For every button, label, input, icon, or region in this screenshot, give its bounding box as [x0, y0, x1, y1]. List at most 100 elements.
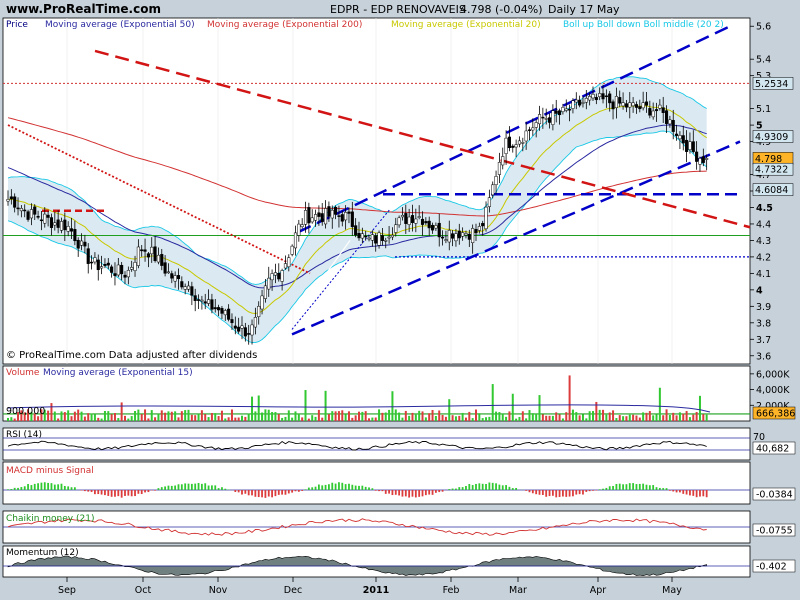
volume-bar [615, 418, 618, 421]
volume-bar [535, 413, 538, 421]
ema200-line [7, 117, 707, 217]
volume-bar [144, 409, 147, 421]
candle-body [467, 233, 471, 240]
x-tick-label: Dec [284, 585, 302, 596]
volume-bar [227, 417, 230, 421]
macd-bar [307, 487, 310, 490]
candle-body [260, 295, 264, 310]
volume-bar [451, 415, 454, 421]
candle-body [387, 236, 391, 239]
candle-body [517, 140, 522, 145]
volume-bar [434, 416, 437, 421]
volume-bar [80, 411, 83, 421]
volume-bar [662, 415, 665, 421]
macd-bar [100, 490, 103, 495]
volume-bar [454, 416, 457, 421]
volume-bar [528, 410, 531, 421]
volume-bar [127, 418, 130, 421]
volume-tick-label: 6,000K [756, 369, 790, 380]
macd-bar [645, 484, 648, 490]
candle-body [150, 246, 154, 255]
volume-bar [501, 414, 504, 421]
price-tick-label: 5.3 [756, 71, 771, 82]
macd-bar [50, 483, 53, 490]
candle-body [491, 184, 495, 196]
volume-bar [511, 393, 514, 421]
macd-bar [284, 490, 287, 495]
volume-bar [618, 415, 621, 421]
macd-bar [431, 490, 434, 495]
volume-bar [628, 414, 631, 421]
candle-body [39, 219, 43, 222]
macd-bar [13, 487, 16, 490]
candle-body [310, 217, 314, 223]
macd-bar [167, 485, 170, 490]
volume-bar [441, 414, 444, 421]
volume-bar [160, 410, 163, 421]
volume-bar [602, 409, 605, 421]
macd-bar [321, 485, 324, 490]
candle-body [36, 215, 40, 218]
candle-body [568, 108, 572, 111]
volume-bar [444, 416, 447, 421]
candle-body [384, 240, 388, 242]
candle-body [110, 266, 114, 273]
macd-bar [612, 485, 614, 490]
volume-bar [374, 417, 377, 421]
volume-bar [294, 411, 297, 421]
volume-bar [464, 417, 467, 421]
macd-bar [652, 485, 655, 490]
candle-body [688, 141, 692, 150]
volume-bar [408, 415, 411, 421]
candle-body [377, 232, 381, 246]
macd-bar [291, 490, 294, 493]
volume-bar [531, 413, 534, 421]
volume-bar [411, 412, 414, 421]
candle-body [320, 213, 324, 223]
volume-bar [53, 411, 56, 421]
macd-value-box [752, 487, 796, 501]
candle-body [541, 116, 545, 119]
downtrend-dashed-line [94, 49, 751, 229]
volume-bar [645, 412, 648, 421]
candle-body [430, 224, 435, 231]
volume-bar [381, 412, 384, 421]
candle-body [441, 236, 445, 239]
volume-bar [7, 417, 9, 421]
volume-bar [304, 390, 307, 421]
candle-body [6, 199, 10, 202]
macd-bar [341, 482, 344, 490]
macd-bar [685, 490, 688, 495]
macd-bar [565, 490, 568, 497]
volume-bar [585, 418, 588, 421]
macd-bar [234, 490, 237, 492]
macd-bar [120, 490, 123, 498]
macd-bar [501, 485, 504, 490]
volume-bar [314, 416, 317, 421]
volume-bar [150, 410, 153, 421]
macd-bar [465, 485, 467, 490]
candle-body [695, 151, 699, 162]
macd-legend: MACD minus Signal [6, 466, 94, 476]
volume-bar [398, 412, 401, 421]
price-tick-label: 4.7 [756, 170, 771, 181]
volume-bar [548, 415, 551, 421]
candle-body [661, 107, 665, 114]
candle-body [367, 237, 371, 240]
volume-bar [287, 410, 290, 421]
price-legend-item: Moving average (Exponential 20) [391, 20, 541, 30]
candle-body [420, 218, 425, 225]
candle-body [26, 211, 30, 220]
candle-body [471, 228, 475, 244]
volume-bar [63, 412, 66, 421]
candle-body [487, 197, 491, 207]
price-value-tag-label: 4.7322 [755, 165, 788, 176]
volume-bar [257, 395, 260, 421]
candle-body [130, 267, 134, 270]
volume-bar [247, 413, 250, 421]
volume-bar [120, 402, 123, 421]
price-tick-label: 5.4 [756, 55, 771, 66]
volume-bar [43, 409, 46, 421]
chaikin-legend: Chaikin money (21) [6, 514, 94, 524]
volume-bar [475, 409, 477, 421]
